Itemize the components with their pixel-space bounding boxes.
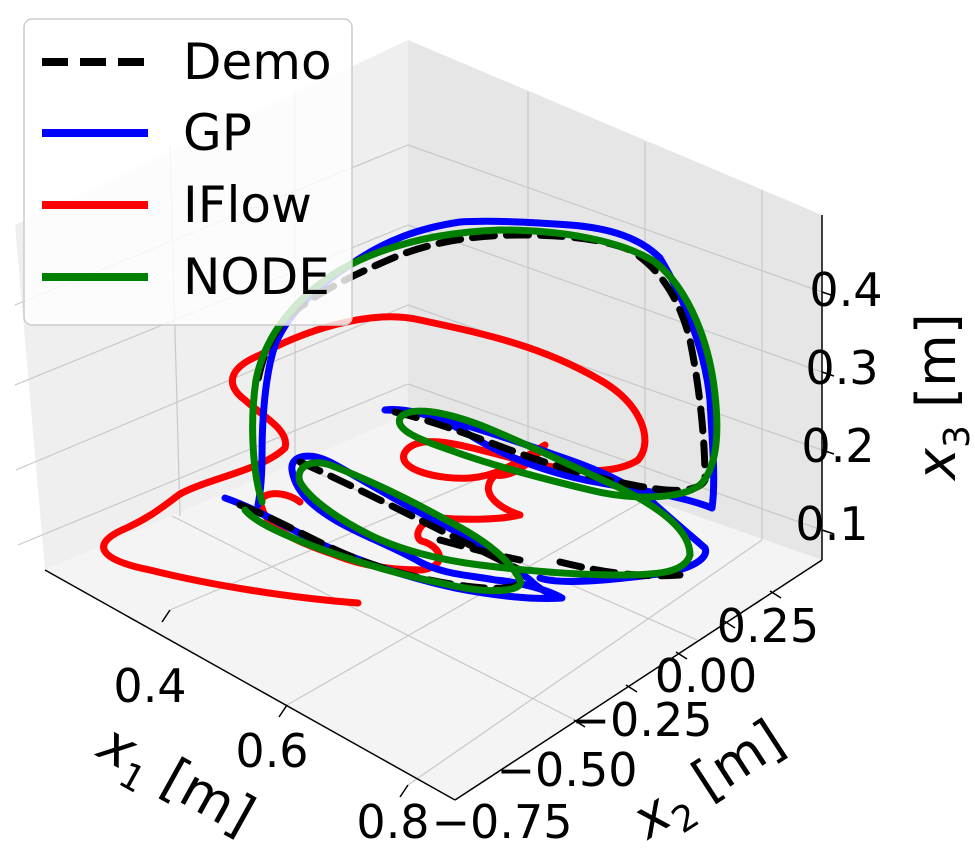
y-tick-label: 0.00 (655, 649, 757, 703)
legend-label-demo: Demo (183, 33, 332, 91)
x-tick-label: 0.6 (235, 724, 308, 778)
axis-edges (44, 215, 823, 801)
y-tick-label: −0.50 (497, 743, 638, 797)
series-line-iflow (100, 313, 649, 607)
z-tick-labels: 0.1 0.2 0.3 0.4 (795, 263, 882, 551)
y-tick-label: 0.25 (717, 599, 819, 653)
z-axis-label: x3 [m] (905, 313, 975, 482)
z-tick-label: 0.4 (809, 263, 882, 317)
legend-label-gp: GP (183, 104, 252, 162)
legend-label-iflow: IFlow (183, 176, 312, 234)
z-tick-label: 0.2 (801, 419, 874, 473)
y-tick-label: −0.75 (432, 795, 573, 849)
legend-item-node: NODE (42, 248, 330, 306)
y-tick-labels: −0.75 −0.50 −0.25 0.00 0.25 (432, 599, 820, 849)
x-tick-labels: 0.4 0.6 0.8 (113, 659, 429, 849)
x-tick-label: 0.8 (356, 795, 429, 849)
z-tick-label: 0.3 (805, 341, 878, 395)
legend-item-gp: GP (42, 104, 252, 162)
x-tick-label: 0.4 (113, 659, 186, 713)
z-tick-label: 0.1 (795, 497, 868, 551)
floor-pane (45, 415, 822, 800)
legend: Demo GP IFlow NODE (23, 18, 353, 326)
tick-marks (161, 291, 835, 798)
series-line-node (241, 226, 721, 595)
legend-box (23, 18, 353, 326)
legend-item-iflow: IFlow (42, 176, 312, 234)
legend-item-demo: Demo (42, 33, 332, 91)
y-tick-label: −0.25 (572, 693, 713, 747)
legend-label-node: NODE (183, 248, 330, 306)
